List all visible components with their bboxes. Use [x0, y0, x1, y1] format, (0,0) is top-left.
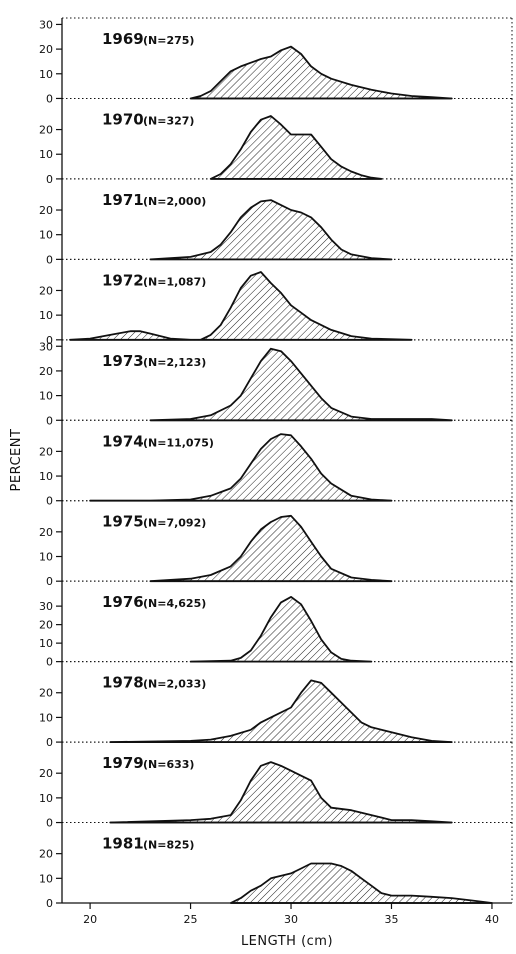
y-tick-label: 20	[39, 526, 53, 539]
distribution-area-1970	[209, 115, 383, 180]
panel-sample-size: (N=825)	[143, 839, 194, 852]
y-tick-label: 10	[39, 551, 53, 564]
y-tick-label: 0	[46, 495, 53, 508]
x-tick-label: 20	[83, 913, 97, 926]
y-tick-label: 0	[46, 92, 53, 105]
y-tick-label: 10	[39, 872, 53, 885]
panel-year-label: 1978	[102, 674, 144, 692]
panel-sample-size: (N=633)	[143, 758, 194, 771]
y-tick-label: 10	[39, 229, 53, 242]
panel-sample-size: (N=2,123)	[143, 356, 206, 369]
x-tick-label: 35	[384, 913, 398, 926]
panels-group: 0 10 20 30 1969 (N=275) 0 10 20 1970 (N=327) 0 10 20 1…	[39, 17, 513, 910]
y-tick-label: 20	[39, 848, 53, 861]
y-tick-label: 20	[39, 43, 53, 56]
panel-year-label: 1981	[102, 835, 144, 853]
y-tick-label: 0	[46, 334, 53, 347]
distribution-area-1975	[149, 514, 393, 583]
y-tick-label: 10	[39, 148, 53, 161]
panel-year-label: 1974	[102, 432, 144, 450]
y-tick-label: 20	[39, 284, 53, 297]
panel-year-label: 1975	[102, 513, 144, 531]
y-tick-label: 0	[46, 817, 53, 830]
y-tick-label: 0	[46, 173, 53, 186]
y-tick-label: 0	[46, 414, 53, 427]
y-tick-label: 0	[46, 253, 53, 266]
panel-sample-size: (N=2,033)	[143, 678, 206, 691]
x-tick-label: 40	[485, 913, 499, 926]
panel-1973: 0 10 20 30 1973 (N=2,123)	[39, 339, 513, 427]
y-tick-label: 30	[39, 600, 53, 613]
panel-year-label: 1970	[102, 110, 144, 128]
y-tick-label: 20	[39, 365, 53, 378]
y-tick-label: 10	[39, 792, 53, 805]
panel-sample-size: (N=327)	[143, 114, 194, 127]
y-tick-label: 10	[39, 309, 53, 322]
panel-sample-size: (N=4,625)	[143, 597, 206, 610]
y-tick-label: 20	[39, 687, 53, 700]
panel-1981: 0 10 20 1981 (N=825)	[39, 822, 513, 910]
y-tick-label: 10	[39, 711, 53, 724]
distribution-area-1981	[229, 862, 493, 904]
panel-1970: 0 10 20 1970 (N=327)	[39, 97, 513, 186]
y-tick-label: 0	[46, 736, 53, 749]
x-axis-ticks: 20 25 30 35 40	[83, 903, 499, 926]
distribution-area-1969	[189, 45, 453, 100]
distribution-area-1976	[189, 596, 373, 663]
y-tick-label: 20	[39, 204, 53, 217]
panel-sample-size: (N=7,092)	[143, 517, 206, 530]
x-tick-label: 25	[184, 913, 198, 926]
y-tick-label: 20	[39, 767, 53, 780]
panel-sample-size: (N=2,000)	[143, 195, 206, 208]
x-tick-label: 30	[284, 913, 298, 926]
distribution-area-1971	[149, 199, 393, 261]
panel-year-label: 1976	[102, 593, 144, 611]
panel-sample-size: (N=1,087)	[143, 275, 206, 288]
y-tick-label: 10	[39, 390, 53, 403]
panel-1971: 0 10 20 1971 (N=2,000)	[39, 178, 513, 266]
distribution-area-1979	[109, 761, 453, 824]
y-tick-label: 20	[39, 445, 53, 458]
y-tick-label: 0	[46, 575, 53, 588]
y-tick-label: 0	[46, 897, 53, 910]
panel-1969: 0 10 20 30 1969 (N=275)	[39, 17, 513, 105]
distribution-area-1978	[109, 679, 453, 743]
panel-year-label: 1969	[102, 30, 144, 48]
y-tick-label: 0	[46, 656, 53, 669]
distribution-area-1972	[69, 271, 413, 341]
distribution-area-1973	[149, 347, 453, 422]
panel-1975: 0 10 20 1975 (N=7,092)	[39, 500, 513, 588]
y-tick-label: 30	[39, 340, 53, 353]
panel-year-label: 1972	[102, 271, 144, 289]
panel-sample-size: (N=11,075)	[143, 436, 214, 449]
panel-1974: 0 10 20 1974 (N=11,075)	[39, 419, 513, 508]
y-tick-label: 20	[39, 124, 53, 137]
y-tick-label: 10	[39, 68, 53, 81]
y-tick-label: 20	[39, 619, 53, 632]
panel-1978: 0 10 20 1978 (N=2,033)	[39, 661, 513, 749]
y-tick-label: 30	[39, 18, 53, 31]
panel-year-label: 1971	[102, 191, 144, 209]
y-axis-title: PERCENT	[9, 429, 24, 492]
panel-year-label: 1973	[102, 352, 144, 370]
distribution-area-1974	[89, 433, 393, 502]
y-tick-label: 10	[39, 637, 53, 650]
panel-1972: 0 10 20 1972 (N=1,087)	[39, 258, 513, 347]
panel-1979: 0 10 20 1979 (N=633)	[39, 741, 513, 830]
y-tick-label: 10	[39, 470, 53, 483]
panel-1976: 0 10 20 30 1976 (N=4,625)	[39, 580, 513, 669]
panel-sample-size: (N=275)	[143, 34, 194, 47]
x-axis-title: LENGTH (cm)	[241, 934, 333, 949]
panel-year-label: 1979	[102, 754, 144, 772]
